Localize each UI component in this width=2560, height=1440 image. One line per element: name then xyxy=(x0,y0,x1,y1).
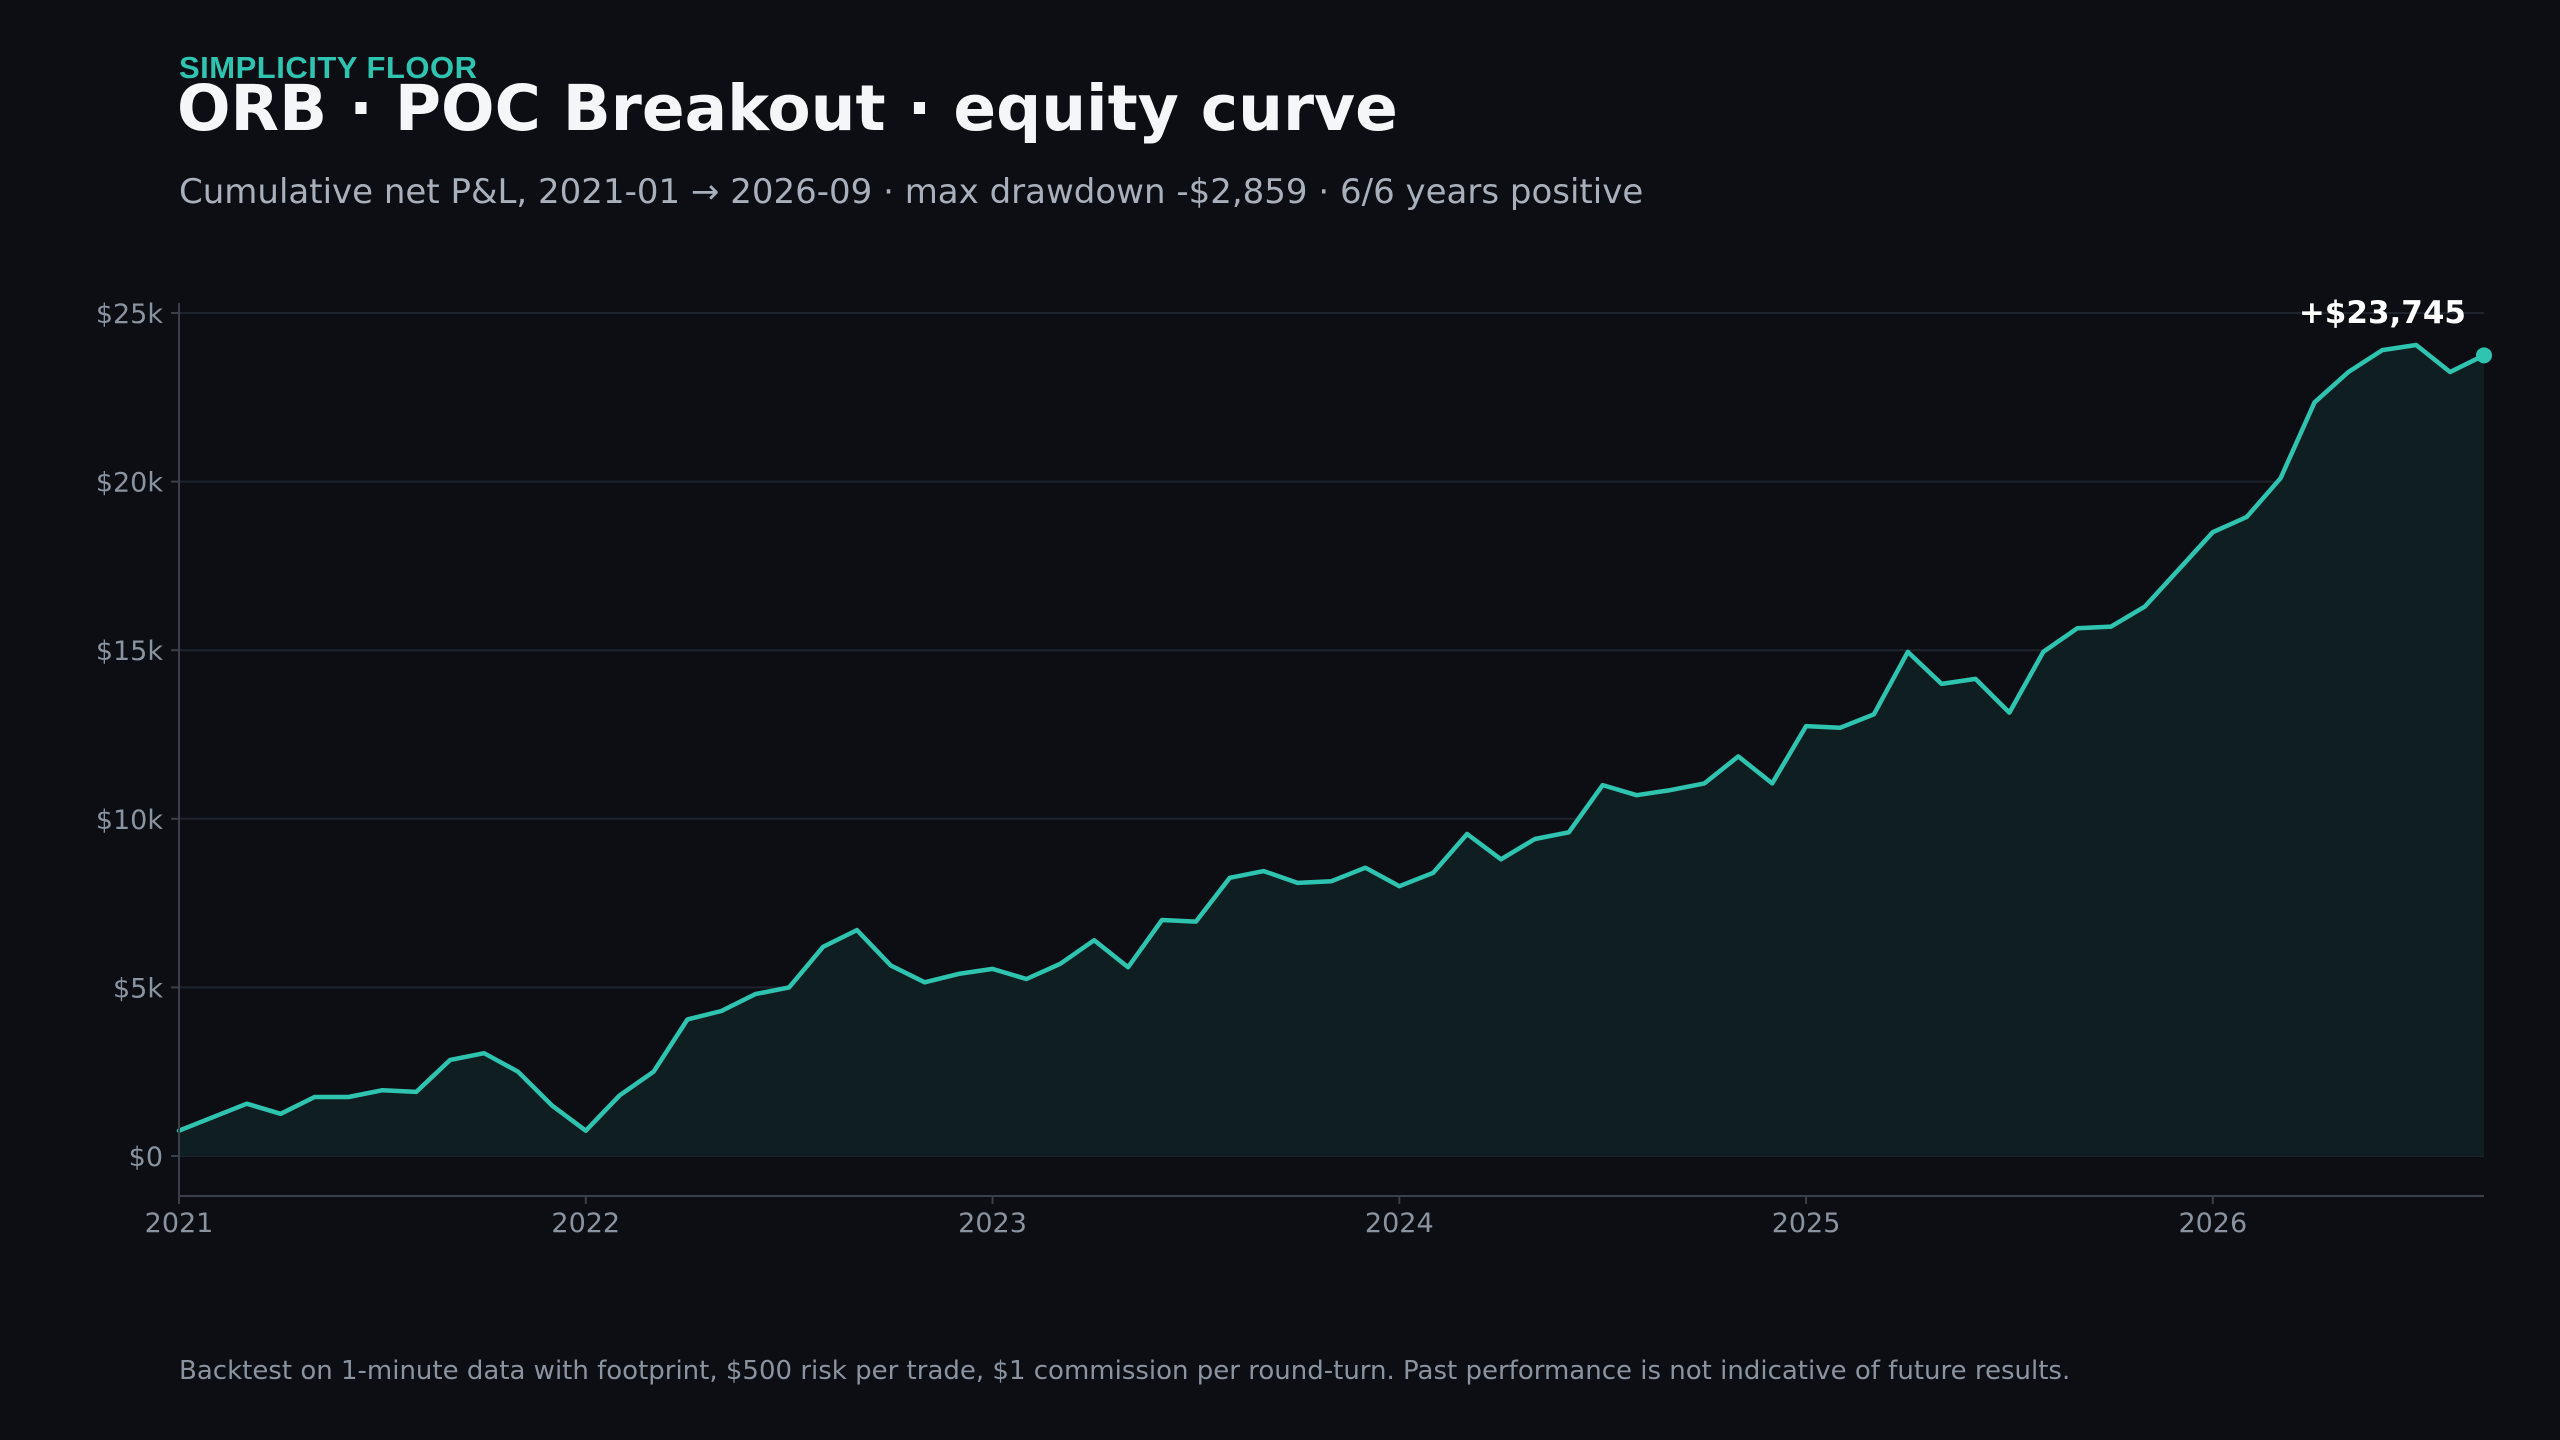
x-tick-label: 2025 xyxy=(1772,1208,1841,1239)
chart-subtitle: Cumulative net P&L, 2021-01 → 2026-09 · … xyxy=(179,172,1644,212)
y-tick-label: $25k xyxy=(96,299,164,330)
x-tick-label: 2024 xyxy=(1365,1208,1434,1239)
equity-area xyxy=(179,345,2484,1156)
x-tick-label: 2022 xyxy=(551,1208,620,1239)
y-axis-ticks: $0 $5k $10k $15k $20k $25k xyxy=(96,299,179,1173)
y-tick-label: $10k xyxy=(96,805,164,836)
end-value-label: +$23,745 xyxy=(2299,295,2466,331)
equity-line xyxy=(176,342,2487,1133)
disclaimer-footnote: Backtest on 1-minute data with footprint… xyxy=(179,1356,2071,1386)
chart-title: ORB · POC Breakout · equity curve xyxy=(177,72,1398,145)
x-tick-label: 2026 xyxy=(2178,1208,2247,1239)
x-tick-label: 2021 xyxy=(145,1208,214,1239)
y-tick-label: $15k xyxy=(96,636,164,667)
eyebrow-label: SIMPLICITY FLOOR xyxy=(179,50,478,85)
y-tick-label: $5k xyxy=(113,973,163,1004)
y-tick-label: $0 xyxy=(129,1142,163,1173)
x-axis-ticks: 2021 2022 2023 2024 2025 2026 xyxy=(145,1196,2247,1239)
y-tick-label: $20k xyxy=(96,468,164,499)
end-point-marker xyxy=(2476,347,2492,364)
x-tick-label: 2023 xyxy=(958,1208,1027,1239)
